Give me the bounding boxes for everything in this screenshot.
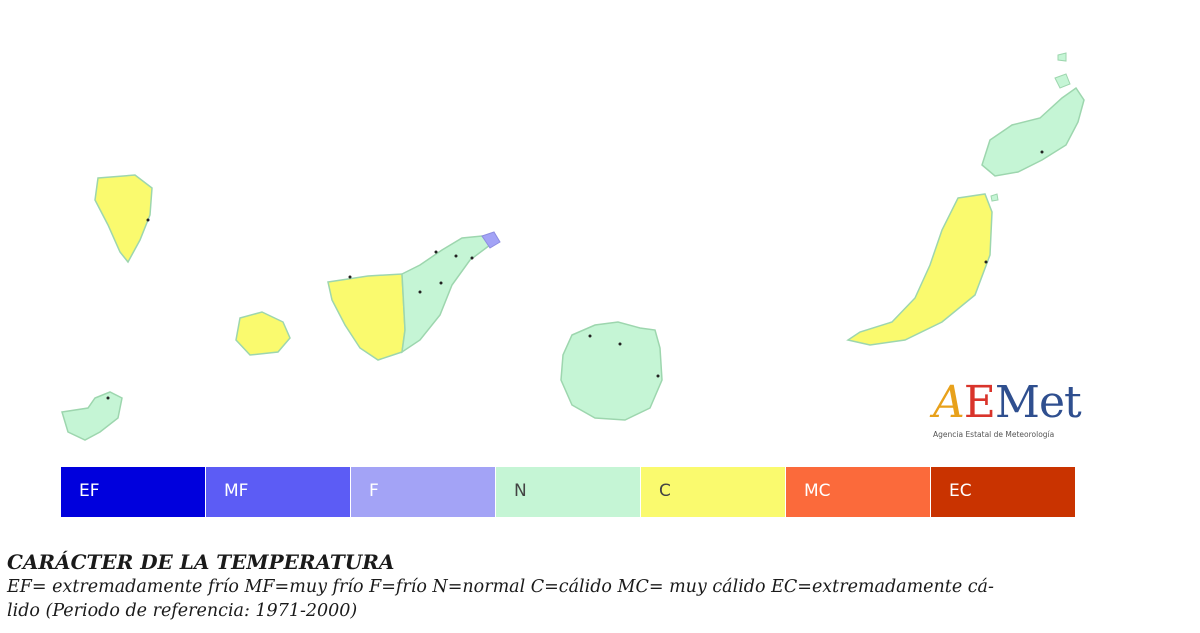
island-la-graciosa xyxy=(1054,73,1071,89)
temperature-legend: EF MF F N C MC EC xyxy=(61,467,1075,517)
canary-islands-map xyxy=(61,52,1085,441)
logo-subtitle: Agencia Estatal de Meteorología xyxy=(933,430,1055,439)
island-lanzarote xyxy=(981,86,1085,177)
legend-item-f: F xyxy=(351,467,495,517)
legend-item-mc: MC xyxy=(786,467,930,517)
legend-item-ef: EF xyxy=(61,467,205,517)
island-tenerife-anaga xyxy=(481,231,501,249)
aemet-logo-mark: AEMet xyxy=(933,377,1082,428)
island-la-gomera xyxy=(235,311,291,356)
island-tenerife-east xyxy=(401,235,492,354)
island-la-palma xyxy=(94,174,153,264)
caption-title: CARÁCTER DE LA TEMPERATURA xyxy=(7,550,395,574)
logo-letters-met: Met xyxy=(994,377,1082,428)
caption-line-1: EF= extremadamente frío MF=muy frío F=fr… xyxy=(7,577,994,597)
legend-item-mf: MF xyxy=(206,467,350,517)
islet-lobos xyxy=(990,193,999,202)
station-markers xyxy=(106,150,1044,400)
islet-montana-clara xyxy=(1057,52,1067,62)
caption-line-2: lido (Periodo de referencia: 1971-2000) xyxy=(7,601,358,621)
logo-letter-a: A xyxy=(933,377,965,428)
legend-item-n: N xyxy=(496,467,640,517)
island-gran-canaria xyxy=(560,321,663,421)
legend-item-c: C xyxy=(641,467,785,517)
logo-letter-e: E xyxy=(963,377,996,428)
caption: CARÁCTER DE LA TEMPERATURA EF= extremada… xyxy=(7,549,1197,623)
legend-item-ec: EC xyxy=(931,467,1075,517)
island-fuerteventura xyxy=(846,193,993,346)
island-tenerife-west xyxy=(327,273,406,361)
island-el-hierro xyxy=(61,391,123,441)
aemet-logo: AEMet Agencia Estatal de Meteorología xyxy=(925,378,1082,448)
